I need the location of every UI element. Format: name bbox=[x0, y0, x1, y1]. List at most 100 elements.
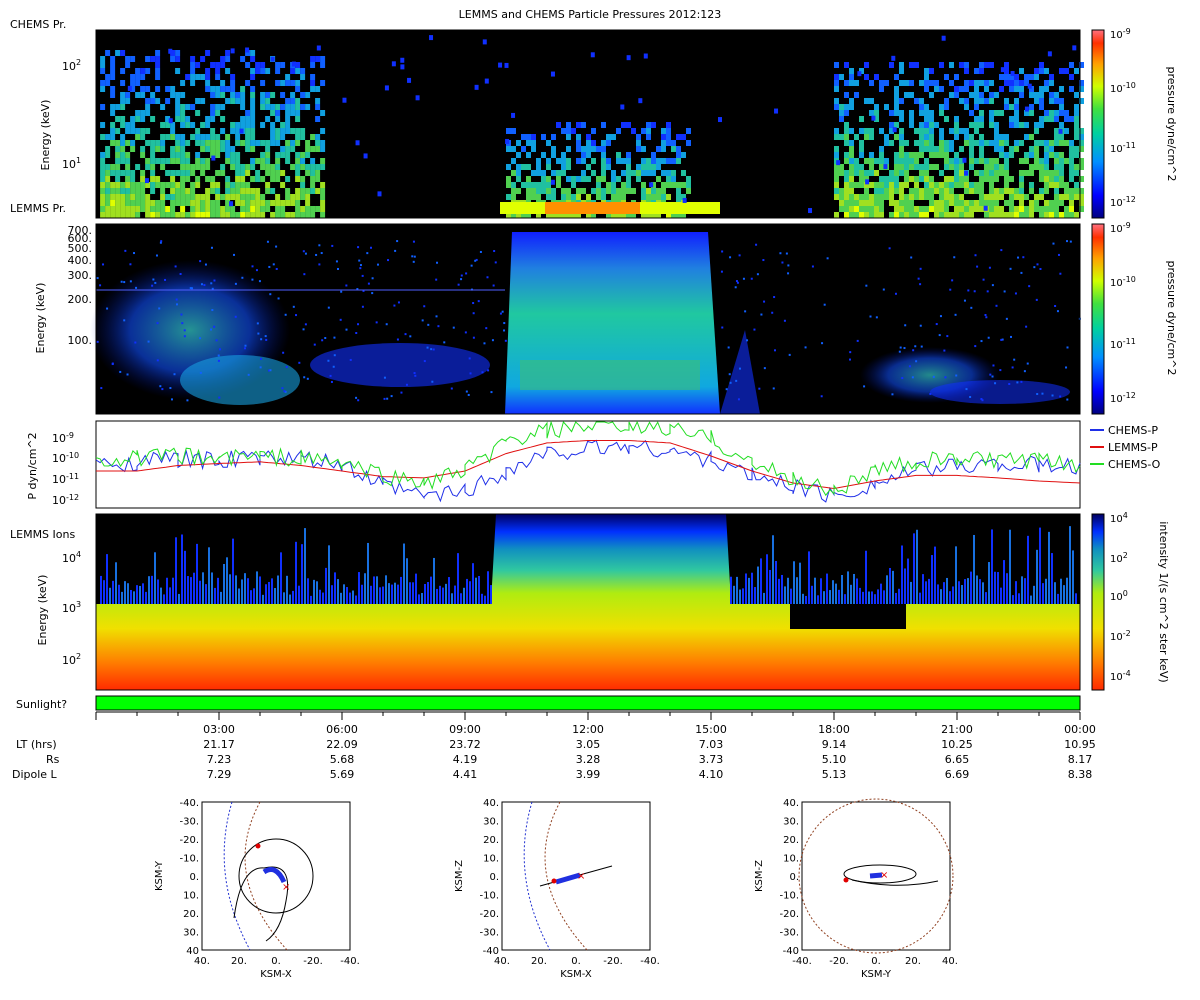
chems-pixel bbox=[250, 134, 256, 140]
chems-pixel bbox=[295, 80, 301, 86]
ion-spike bbox=[943, 582, 945, 604]
chems-pixel bbox=[1014, 140, 1019, 146]
chems-pixel bbox=[581, 152, 586, 158]
chems-pixel bbox=[661, 170, 666, 176]
chems-pixel bbox=[135, 110, 141, 116]
chems-pixel bbox=[285, 74, 291, 80]
lemms-speck bbox=[431, 380, 434, 383]
chems-pixel bbox=[1004, 158, 1009, 164]
chems-pixel bbox=[929, 182, 934, 188]
chems-pixel bbox=[834, 176, 839, 182]
chems-pixel bbox=[280, 128, 286, 134]
chems-pixel bbox=[859, 68, 864, 74]
chems-pixel bbox=[230, 182, 236, 188]
chems-pixel bbox=[656, 146, 661, 152]
lemms-speck bbox=[218, 396, 221, 399]
chems-pixel bbox=[874, 194, 879, 200]
chems-pixel bbox=[859, 164, 864, 170]
chems-pixel bbox=[110, 68, 116, 74]
lemms-speck bbox=[492, 284, 495, 287]
chems-pixel bbox=[884, 80, 889, 86]
chems-pixel bbox=[949, 158, 954, 164]
chems-pixel bbox=[546, 188, 551, 194]
chems-pixel bbox=[601, 140, 606, 146]
chems-pixel bbox=[1004, 62, 1009, 68]
chems-pixel bbox=[1009, 86, 1014, 92]
chems-pixel bbox=[195, 206, 201, 212]
chems-pixel bbox=[140, 176, 146, 182]
lemms-speck bbox=[432, 348, 435, 351]
chems-pixel bbox=[175, 194, 181, 200]
chems-pixel bbox=[1044, 200, 1049, 206]
ion-spike bbox=[970, 571, 972, 604]
chems-pixel bbox=[974, 86, 979, 92]
chems-pixel bbox=[954, 194, 959, 200]
chems-pixel bbox=[681, 182, 686, 188]
chems-pixel bbox=[1034, 146, 1039, 152]
chems-pixel bbox=[280, 170, 286, 176]
chems-pixel bbox=[310, 206, 316, 212]
chems-pixel bbox=[919, 122, 924, 128]
chems-pixel bbox=[265, 158, 271, 164]
chems-pixel bbox=[994, 110, 999, 116]
ion-spike bbox=[145, 591, 147, 604]
lemms-speck bbox=[955, 374, 958, 377]
chems-pixel bbox=[175, 146, 181, 152]
chems-pixel bbox=[849, 212, 854, 218]
lemms-speck bbox=[329, 374, 332, 377]
chems-pixel bbox=[974, 170, 979, 176]
chems-pixel bbox=[929, 206, 934, 212]
chems-pixel bbox=[115, 146, 121, 152]
chems-pixel bbox=[300, 68, 306, 74]
lemms-speck bbox=[721, 326, 724, 329]
chems-pixel bbox=[1009, 146, 1014, 152]
ion-spike bbox=[880, 583, 882, 604]
lemms-speck bbox=[735, 379, 738, 382]
lemms-speck bbox=[738, 367, 741, 370]
ion-spike bbox=[805, 595, 807, 604]
lemms-speck bbox=[856, 339, 859, 342]
chems-pixel bbox=[590, 202, 595, 214]
lemms-speck bbox=[1000, 338, 1003, 341]
ion-spike bbox=[1057, 593, 1059, 604]
lemms-speck bbox=[383, 376, 386, 379]
chems-pixel bbox=[909, 116, 914, 122]
chems-pixel bbox=[839, 104, 844, 110]
ion-spike bbox=[958, 581, 960, 604]
pressure-lines bbox=[95, 420, 1081, 503]
chems-pixel bbox=[275, 206, 281, 212]
chems-pixel bbox=[275, 176, 281, 182]
chems-pixel bbox=[834, 146, 839, 152]
chems-pixel bbox=[969, 140, 974, 146]
chems-pixel bbox=[175, 212, 181, 218]
ion-spike bbox=[412, 582, 414, 604]
chems-pixel bbox=[526, 188, 531, 194]
chems-pixel bbox=[671, 182, 676, 188]
lemms-speck bbox=[460, 278, 463, 281]
ion-spike bbox=[814, 577, 816, 604]
chems-pixel bbox=[849, 74, 854, 80]
chems-pixel bbox=[1049, 200, 1054, 206]
chems-pixel bbox=[576, 212, 581, 218]
chems-pixel bbox=[235, 170, 241, 176]
ion-spike bbox=[799, 562, 801, 604]
chems-pixel bbox=[220, 194, 226, 200]
chems-pixel bbox=[180, 182, 186, 188]
chems-pixel bbox=[285, 116, 291, 122]
chems-pixel bbox=[230, 146, 236, 152]
chems-pixel bbox=[250, 212, 256, 218]
chems-pixel bbox=[168, 48, 173, 54]
lemms-speck bbox=[746, 339, 749, 342]
chems-pixel bbox=[115, 158, 121, 164]
chems-pixel bbox=[320, 146, 326, 152]
lemms-speck bbox=[298, 361, 301, 364]
chems-pixel bbox=[585, 202, 590, 214]
chems-pixel bbox=[190, 194, 196, 200]
chems-pixel bbox=[576, 140, 581, 146]
chems-pixel bbox=[984, 170, 989, 176]
chems-pixel bbox=[641, 194, 646, 200]
chems-pixel bbox=[170, 170, 176, 176]
chems-pixel bbox=[909, 206, 914, 212]
chems-pixel bbox=[310, 164, 316, 170]
ion-spike bbox=[103, 580, 105, 604]
